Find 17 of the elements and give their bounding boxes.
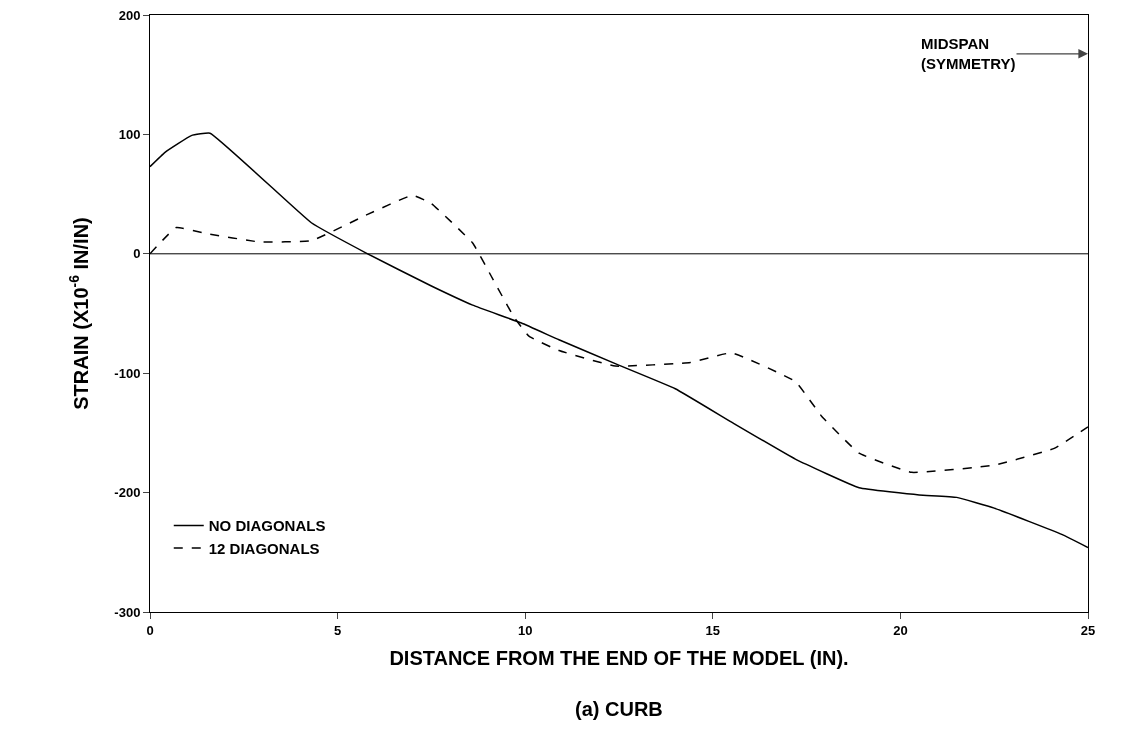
- y-tick-label: -300: [114, 604, 141, 620]
- x-tick-label: 20: [893, 622, 908, 638]
- x-tick-label: 25: [1080, 622, 1096, 638]
- x-tick-label: 15: [705, 622, 721, 638]
- y-tick-label: -200: [114, 485, 141, 501]
- legend-label: 12 DIAGONALS: [208, 539, 320, 557]
- y-tick-label: 200: [118, 7, 141, 23]
- x-tick-label: 5: [333, 622, 342, 638]
- x-axis-title: DISTANCE FROM THE END OF THE MODEL (IN).: [389, 647, 849, 670]
- text: (a) CURB: [575, 698, 663, 720]
- x-tick-label: 10: [517, 622, 533, 638]
- annotation: MIDSPAN (SYMMETRY): [921, 35, 1016, 72]
- x-tick-label: 0: [146, 622, 154, 638]
- legend-label: NO DIAGONALS: [208, 517, 326, 535]
- y-tick-label: 100: [118, 126, 141, 142]
- y-tick-label: 0: [133, 246, 141, 262]
- y-tick-label: -100: [114, 365, 141, 381]
